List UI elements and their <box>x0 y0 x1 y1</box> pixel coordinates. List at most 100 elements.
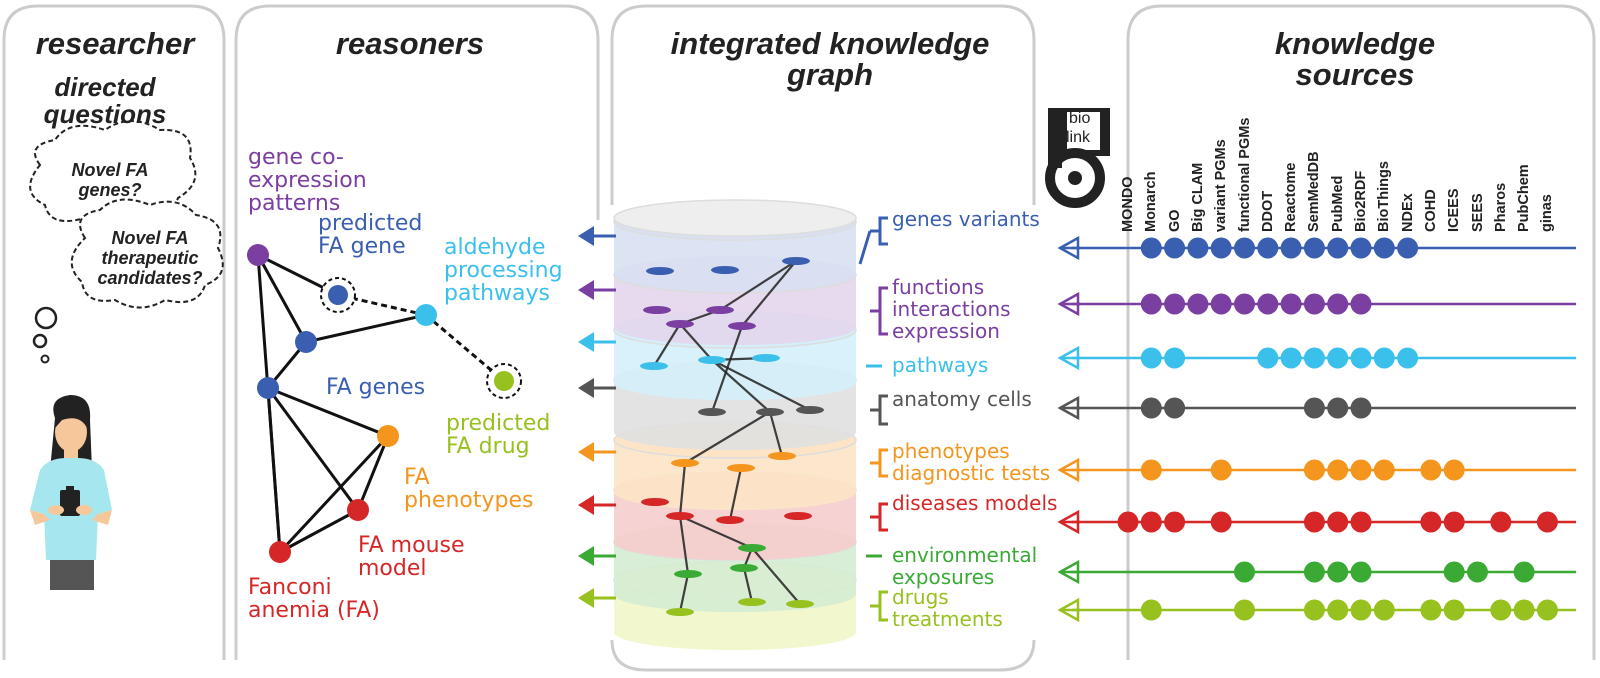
source-dot <box>1280 237 1302 259</box>
kg-node <box>641 498 669 506</box>
source-dot <box>1350 511 1372 533</box>
kg-arrow-head <box>578 378 594 398</box>
layer-bracket-1 <box>870 286 888 336</box>
source-name: ICEES <box>1446 188 1463 232</box>
biolink-logo <box>1045 108 1110 208</box>
kg-top-cap <box>613 199 857 237</box>
source-dot <box>1420 599 1442 621</box>
kg-node <box>674 570 702 578</box>
source-name: BioThings <box>1376 161 1393 232</box>
thought-dot-medium <box>32 333 48 349</box>
source-dot <box>1420 459 1442 481</box>
source-dot <box>1140 347 1162 369</box>
source-dot <box>1303 599 1325 621</box>
kg-arrow-head <box>578 495 594 515</box>
source-dot <box>1140 293 1162 315</box>
kg-edge <box>711 359 811 411</box>
source-row-5 <box>1057 509 1576 535</box>
kg-edge <box>678 515 690 575</box>
kg-node <box>671 459 699 467</box>
kg-node <box>782 257 810 265</box>
kg-node <box>646 267 674 275</box>
node-fa-gene-2 <box>257 377 279 399</box>
kg-node <box>643 306 671 314</box>
question-novel-genes: Novel FA genes? <box>71 160 149 200</box>
kg-arrow-head <box>578 332 594 352</box>
label-phenotypes: FA phenotypes <box>404 465 534 513</box>
kg-edge <box>679 514 753 550</box>
kg-edge <box>679 323 713 361</box>
kg-node <box>752 354 780 362</box>
source-dot <box>1257 347 1279 369</box>
biolink-logo-bio: bio <box>1069 110 1090 127</box>
panel-reasoners-border <box>234 4 600 660</box>
source-dot <box>1257 293 1279 315</box>
source-dot <box>1490 599 1512 621</box>
source-name: SemMedDB <box>1306 151 1323 232</box>
layer-bracket-7 <box>870 590 888 622</box>
source-dot <box>1350 459 1372 481</box>
title-sources: knowledge sources <box>1274 26 1436 92</box>
node-fa-gene-1 <box>295 331 317 353</box>
source-row-1 <box>1057 291 1576 317</box>
source-dot <box>1303 459 1325 481</box>
label-predicted-gene: predicted FA gene <box>318 211 423 259</box>
panel-sources-border <box>1126 4 1596 660</box>
source-row-0 <box>1057 235 1576 261</box>
source-row-7 <box>1057 597 1576 623</box>
source-dot <box>1164 511 1186 533</box>
kg-edge <box>751 547 801 605</box>
layer-label-6: environmental exposures <box>892 543 1038 589</box>
source-name: GO <box>1166 209 1183 232</box>
source-dot <box>1443 561 1465 583</box>
layer-label-3: anatomy cells <box>892 387 1032 411</box>
source-dot <box>1280 293 1302 315</box>
biolink-logo-link: link <box>1066 129 1091 146</box>
source-dot <box>1303 237 1325 259</box>
kg-node <box>784 512 812 520</box>
kg-edge <box>768 411 784 457</box>
source-rows <box>1057 235 1576 623</box>
kg-edge <box>678 462 687 517</box>
researcher-figure <box>30 395 112 590</box>
node-aldehyde <box>415 304 437 326</box>
kg-node <box>706 306 734 314</box>
kg-arrows <box>578 226 616 608</box>
kg-edge <box>741 260 797 327</box>
source-dot <box>1513 599 1535 621</box>
kg-edge <box>653 323 681 367</box>
layer-label-2: pathways <box>892 353 989 377</box>
source-dot <box>1443 511 1465 533</box>
kg-node <box>716 516 744 524</box>
layer-bracket-0 <box>858 216 888 265</box>
kg-node <box>756 408 784 416</box>
kg-node <box>666 320 694 328</box>
source-name: functional PGMs <box>1236 117 1253 232</box>
source-dot <box>1536 511 1558 533</box>
thought-dot-small <box>40 354 50 364</box>
source-dot <box>1327 293 1349 315</box>
kg-arrow-head <box>578 546 594 566</box>
source-row-3 <box>1057 395 1576 421</box>
kg-arrow-head <box>578 442 594 462</box>
source-dot <box>1327 397 1349 419</box>
source-dot <box>1280 347 1302 369</box>
source-dot <box>1210 511 1232 533</box>
source-dot <box>1303 511 1325 533</box>
source-dot <box>1210 293 1232 315</box>
source-dot <box>1164 237 1186 259</box>
kg-node <box>728 322 756 330</box>
source-dot <box>1373 459 1395 481</box>
source-dot <box>1327 237 1349 259</box>
kg-edge <box>728 467 743 521</box>
source-dot <box>1327 347 1349 369</box>
layer-label-0: genes variants <box>892 207 1040 231</box>
node-mouse-model <box>347 499 369 521</box>
thought-bubble-1 <box>29 120 197 226</box>
layer-bracket-3 <box>870 394 888 426</box>
kg-edge <box>684 411 771 464</box>
source-dot <box>1350 561 1372 583</box>
layer-label-1: functions interactions expression <box>892 275 1011 343</box>
layer-label-7: drugs treatments <box>892 585 1003 631</box>
source-dot <box>1164 347 1186 369</box>
